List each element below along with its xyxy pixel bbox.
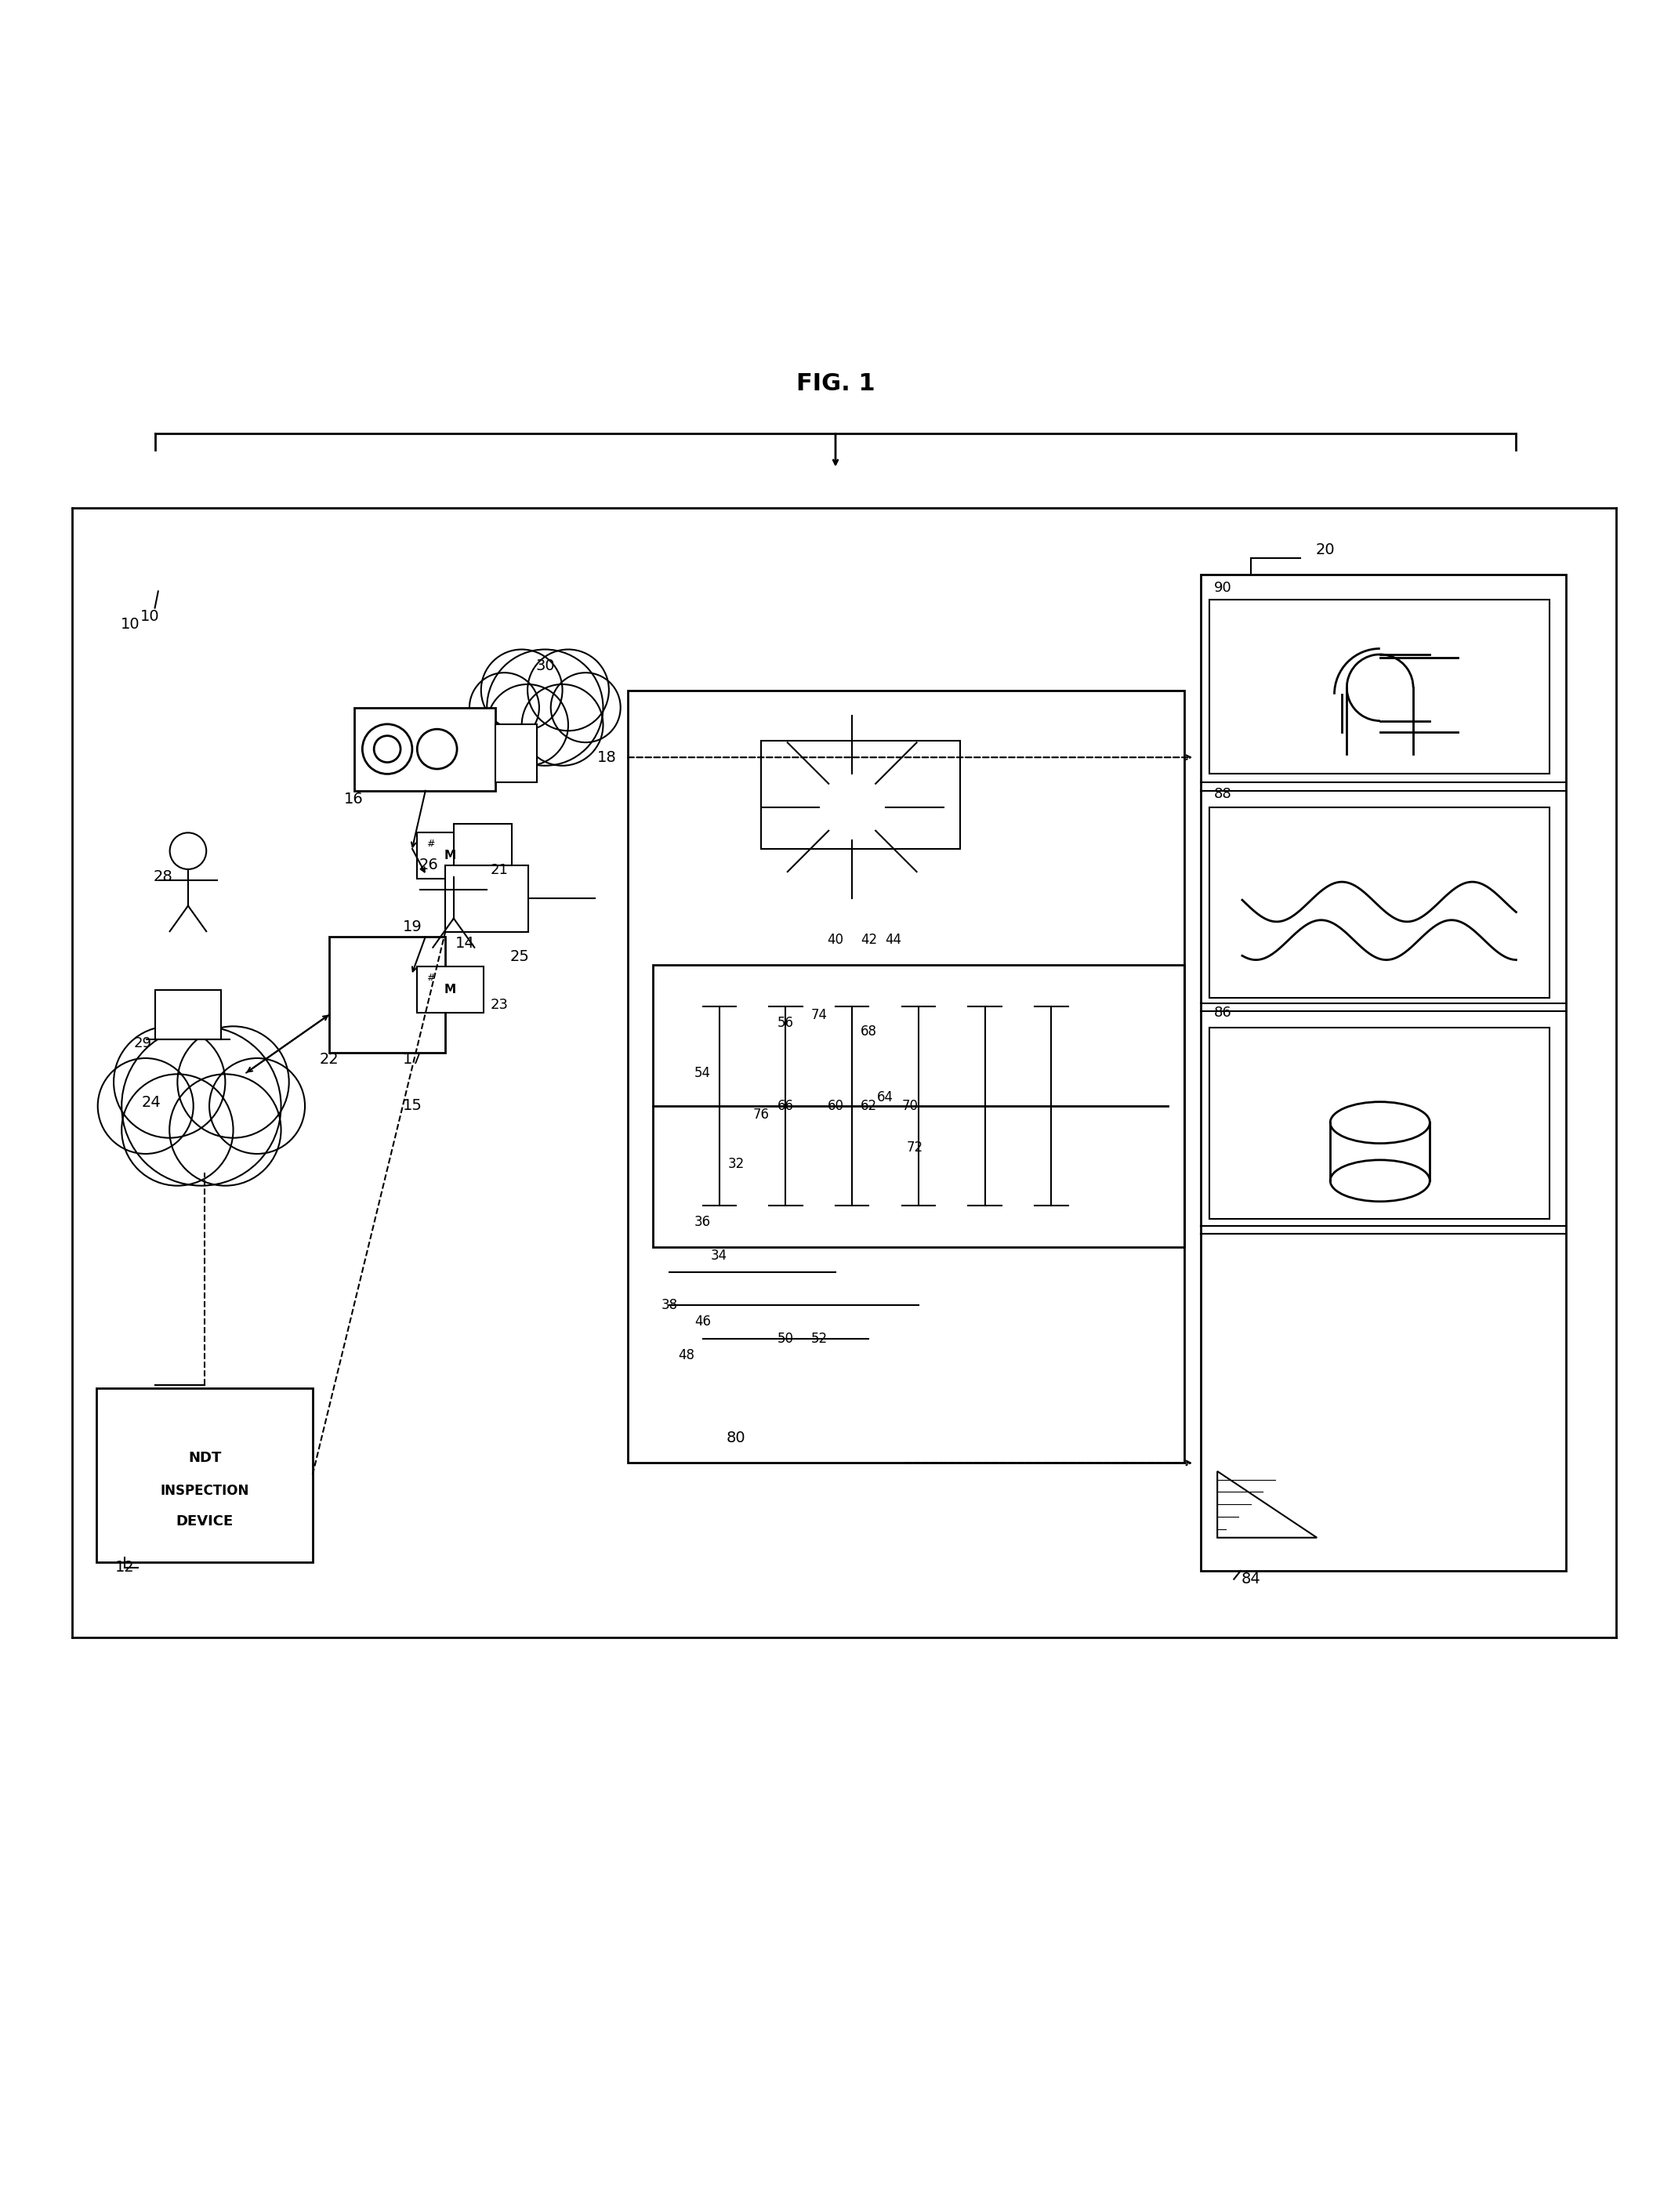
Text: 64: 64 bbox=[877, 1091, 894, 1104]
Text: 18: 18 bbox=[597, 750, 617, 765]
Text: 54: 54 bbox=[695, 1066, 710, 1079]
Bar bbox=[1201, 575, 1566, 1571]
Bar bbox=[418, 967, 483, 1013]
Text: NDT: NDT bbox=[189, 1451, 221, 1464]
Text: INSPECTION: INSPECTION bbox=[160, 1484, 249, 1498]
Text: 10: 10 bbox=[140, 608, 159, 624]
Bar bbox=[1210, 1029, 1549, 1219]
Text: 88: 88 bbox=[1215, 787, 1232, 801]
Text: #: # bbox=[426, 838, 434, 849]
Bar bbox=[1210, 807, 1549, 998]
Text: #: # bbox=[426, 973, 434, 984]
Text: 32: 32 bbox=[727, 1157, 744, 1170]
Text: 80: 80 bbox=[727, 1431, 745, 1444]
Text: 20: 20 bbox=[1315, 542, 1335, 557]
Bar bbox=[453, 823, 511, 865]
Text: 70: 70 bbox=[902, 1099, 919, 1113]
Text: 10: 10 bbox=[120, 617, 140, 633]
Ellipse shape bbox=[1330, 1102, 1430, 1144]
Text: M: M bbox=[444, 849, 456, 860]
Text: 56: 56 bbox=[777, 1015, 794, 1031]
Text: 76: 76 bbox=[752, 1108, 769, 1121]
Text: 44: 44 bbox=[886, 933, 902, 947]
Polygon shape bbox=[1218, 1471, 1317, 1537]
Text: 25: 25 bbox=[510, 949, 530, 964]
Text: 38: 38 bbox=[662, 1298, 678, 1312]
Ellipse shape bbox=[1330, 1159, 1430, 1201]
Bar bbox=[155, 989, 221, 1040]
Text: 50: 50 bbox=[777, 1332, 794, 1345]
Text: 21: 21 bbox=[490, 863, 508, 878]
Text: 26: 26 bbox=[419, 858, 438, 874]
Text: 30: 30 bbox=[535, 659, 555, 672]
Bar bbox=[446, 865, 528, 931]
Text: 72: 72 bbox=[907, 1141, 924, 1155]
Text: 40: 40 bbox=[827, 933, 844, 947]
Bar bbox=[329, 936, 446, 1053]
Text: FIG. 1: FIG. 1 bbox=[795, 372, 876, 396]
Text: 16: 16 bbox=[344, 792, 364, 807]
Bar bbox=[97, 1389, 312, 1562]
Bar bbox=[354, 708, 495, 790]
Text: 84: 84 bbox=[1242, 1573, 1260, 1586]
Text: 74: 74 bbox=[810, 1009, 827, 1022]
Bar bbox=[760, 741, 961, 849]
Text: 66: 66 bbox=[777, 1099, 794, 1113]
Text: 23: 23 bbox=[490, 998, 508, 1011]
Text: 60: 60 bbox=[827, 1099, 844, 1113]
Text: 17: 17 bbox=[403, 1053, 421, 1066]
Text: 62: 62 bbox=[861, 1099, 877, 1113]
Text: 52: 52 bbox=[810, 1332, 827, 1345]
Text: 90: 90 bbox=[1215, 582, 1232, 595]
Text: 68: 68 bbox=[861, 1024, 877, 1037]
Bar bbox=[1210, 599, 1549, 774]
Text: 19: 19 bbox=[403, 920, 421, 933]
Bar bbox=[495, 723, 536, 783]
Text: 22: 22 bbox=[319, 1053, 339, 1066]
Bar bbox=[418, 832, 483, 878]
Text: 14: 14 bbox=[456, 936, 475, 951]
Text: 86: 86 bbox=[1215, 1006, 1232, 1020]
Text: 28: 28 bbox=[154, 869, 172, 885]
Text: 36: 36 bbox=[695, 1214, 710, 1230]
Text: 48: 48 bbox=[678, 1347, 695, 1363]
Text: M: M bbox=[444, 984, 456, 995]
Bar bbox=[628, 690, 1185, 1462]
Text: 24: 24 bbox=[142, 1095, 160, 1110]
Text: DEVICE: DEVICE bbox=[175, 1513, 234, 1528]
Text: 34: 34 bbox=[712, 1248, 727, 1263]
Text: 12: 12 bbox=[115, 1559, 135, 1575]
Bar bbox=[653, 964, 1185, 1248]
Text: 42: 42 bbox=[861, 933, 877, 947]
Text: 46: 46 bbox=[695, 1314, 710, 1329]
Text: 29: 29 bbox=[134, 1035, 152, 1051]
Text: 15: 15 bbox=[403, 1099, 421, 1113]
